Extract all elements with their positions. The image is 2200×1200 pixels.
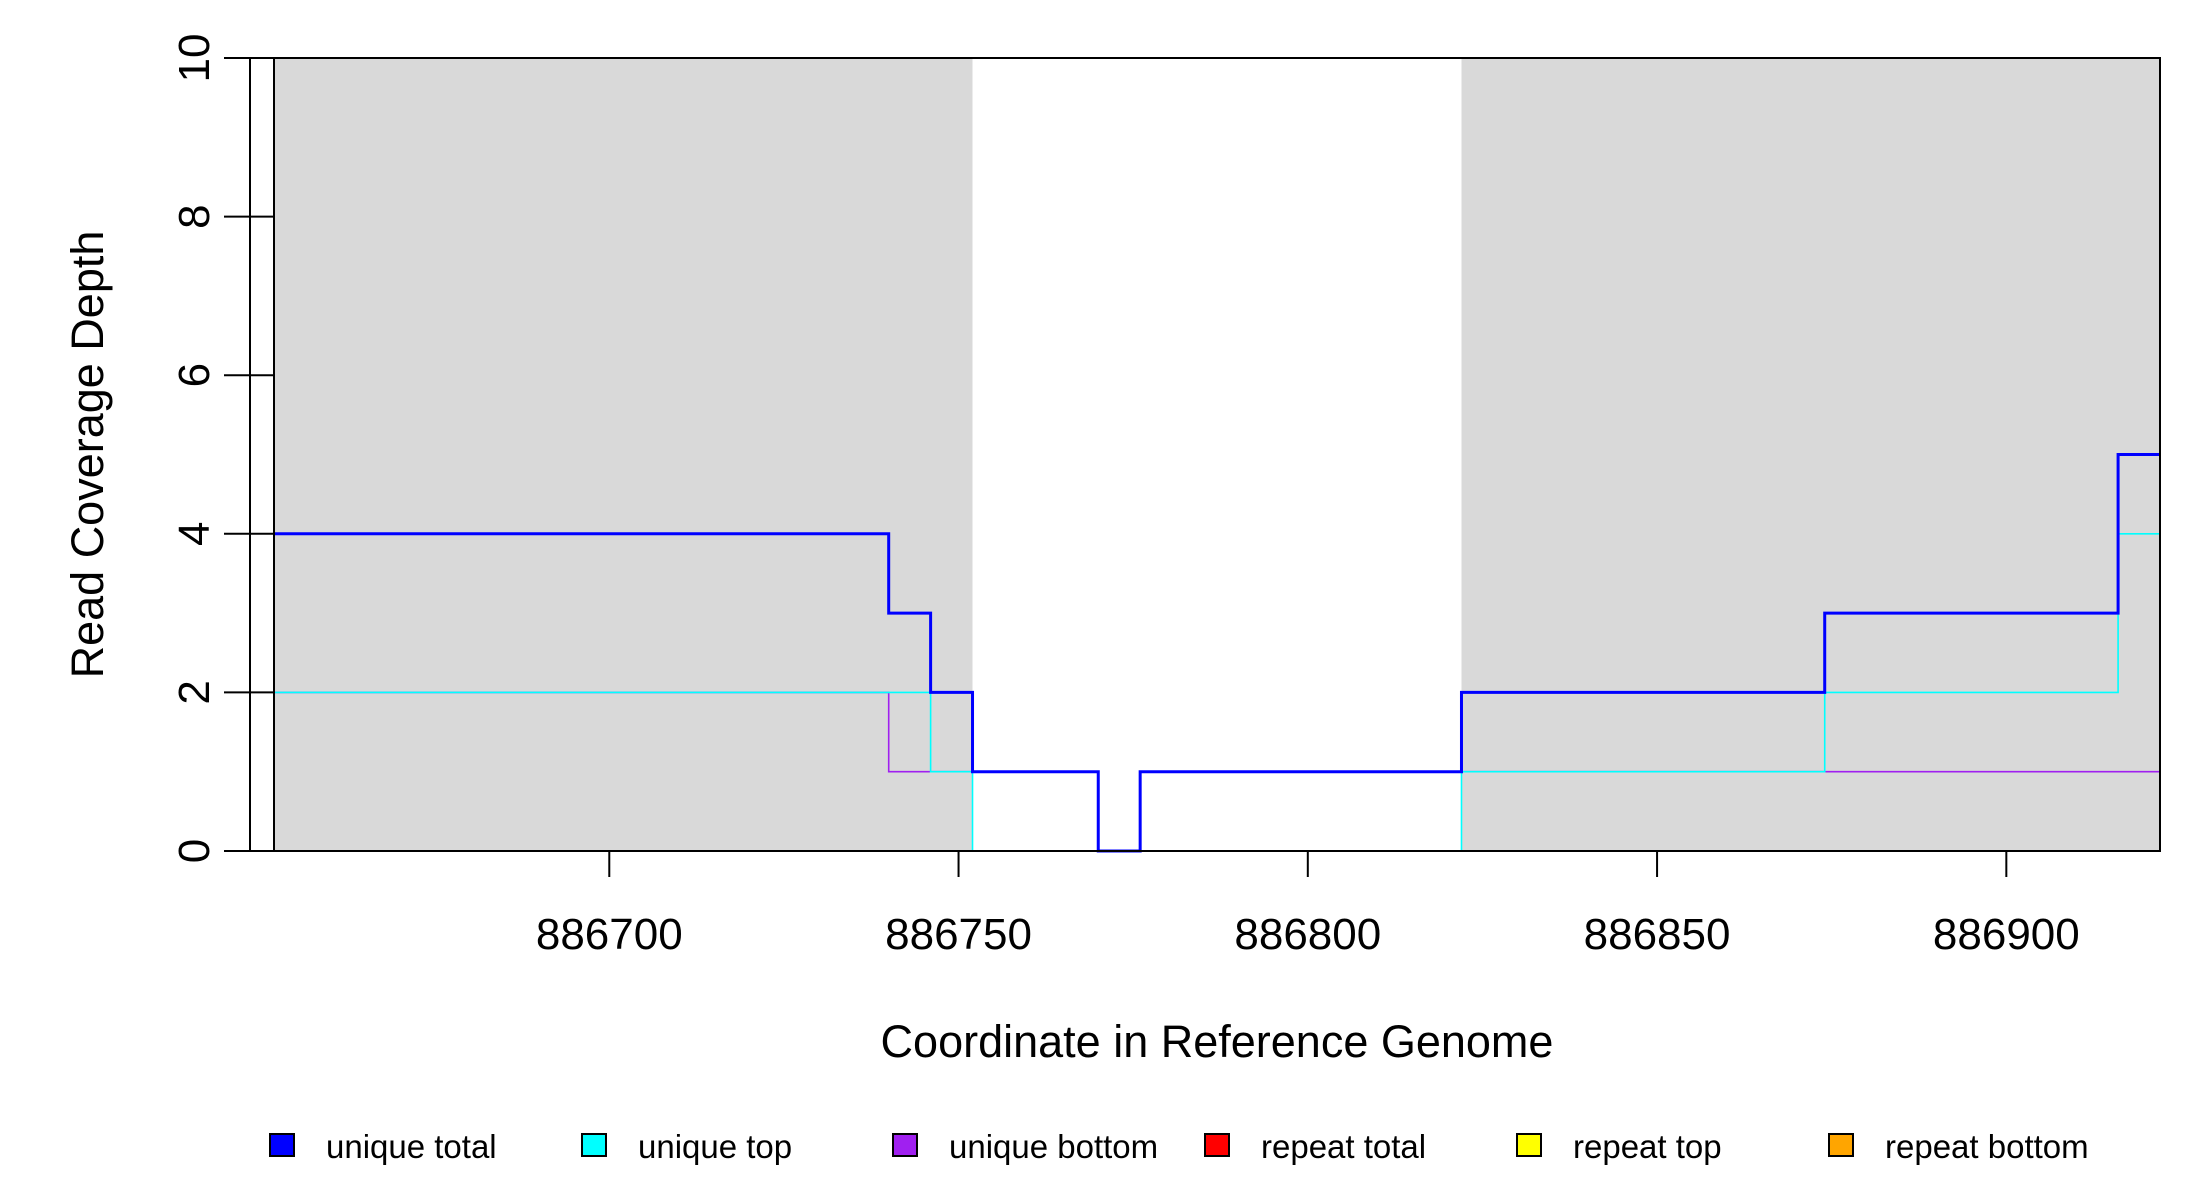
shaded-region-1 xyxy=(274,58,973,851)
legend-label-unique-total: unique total xyxy=(326,1128,497,1165)
y-tick-label-2: 2 xyxy=(170,680,219,704)
legend-label-unique-top: unique top xyxy=(638,1128,792,1165)
legend-label-repeat-top: repeat top xyxy=(1573,1128,1722,1165)
legend-swatch-repeat-top xyxy=(1516,1133,1542,1157)
x-tick-label-886800: 886800 xyxy=(1234,910,1381,959)
y-tick-label-6: 6 xyxy=(170,363,219,387)
y-axis: 0 2 4 6 8 10 xyxy=(170,34,274,863)
legend-label-repeat-bottom: repeat bottom xyxy=(1885,1128,2089,1165)
x-tick-label-886700: 886700 xyxy=(536,910,683,959)
legend-swatch-unique-total xyxy=(269,1133,295,1157)
legend-swatch-repeat-bottom xyxy=(1828,1133,1854,1157)
x-tick-label-886850: 886850 xyxy=(1584,910,1731,959)
x-tick-label-886900: 886900 xyxy=(1933,910,2080,959)
legend-label-repeat-total: repeat total xyxy=(1261,1128,1426,1165)
x-axis: 886700 886750 886800 886850 886900 xyxy=(274,850,2160,959)
shaded-regions xyxy=(274,58,2160,851)
legend-swatch-unique-top xyxy=(581,1133,607,1157)
legend-swatch-unique-bottom xyxy=(892,1133,918,1157)
y-tick-label-0: 0 xyxy=(170,839,219,863)
x-tick-label-886750: 886750 xyxy=(885,910,1032,959)
x-axis-title: Coordinate in Reference Genome xyxy=(881,1016,1554,1067)
y-tick-label-10: 10 xyxy=(170,34,219,83)
legend-swatch-repeat-total xyxy=(1204,1133,1230,1157)
series-line-unique-top xyxy=(274,533,2160,852)
legend: unique total unique top unique bottom repea… xyxy=(269,1128,2089,1165)
y-tick-label-4: 4 xyxy=(170,522,219,546)
y-axis-title: Read Coverage Depth xyxy=(62,231,113,679)
legend-label-unique-bottom: unique bottom xyxy=(949,1128,1158,1165)
shaded-region-2 xyxy=(1461,58,2160,851)
y-tick-label-8: 8 xyxy=(170,204,219,228)
